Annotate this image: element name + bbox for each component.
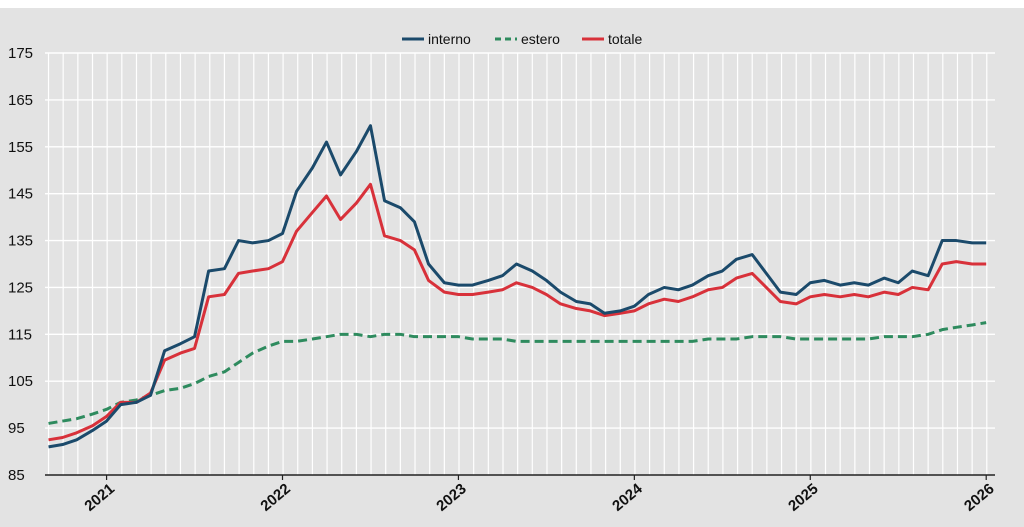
legend: interno estero totale: [402, 31, 642, 47]
y-tick-label: 125: [8, 279, 33, 296]
grid-lines: [45, 52, 995, 475]
y-tick-label: 105: [8, 373, 33, 390]
y-tick-label: 115: [8, 326, 32, 343]
series-line-interno: [48, 124, 987, 449]
legend-label-interno: interno: [428, 31, 471, 47]
y-tick-label: 155: [8, 139, 33, 156]
series-lines: [48, 124, 987, 449]
y-tick-label: 85: [8, 467, 25, 484]
y-tick-label: 135: [8, 233, 33, 250]
y-tick-label: 165: [8, 92, 33, 109]
y-tick-label: 95: [8, 420, 25, 437]
series-line-estero: [48, 321, 987, 425]
y-tick-label: 145: [8, 186, 33, 203]
legend-label-estero: estero: [521, 31, 560, 47]
series-line-totale: [48, 182, 987, 442]
legend-label-totale: totale: [608, 31, 642, 47]
y-tick-label: 175: [8, 45, 33, 62]
y-axis-ticks: 85 95 105 115 125 135 145 155 165 175: [8, 45, 33, 484]
